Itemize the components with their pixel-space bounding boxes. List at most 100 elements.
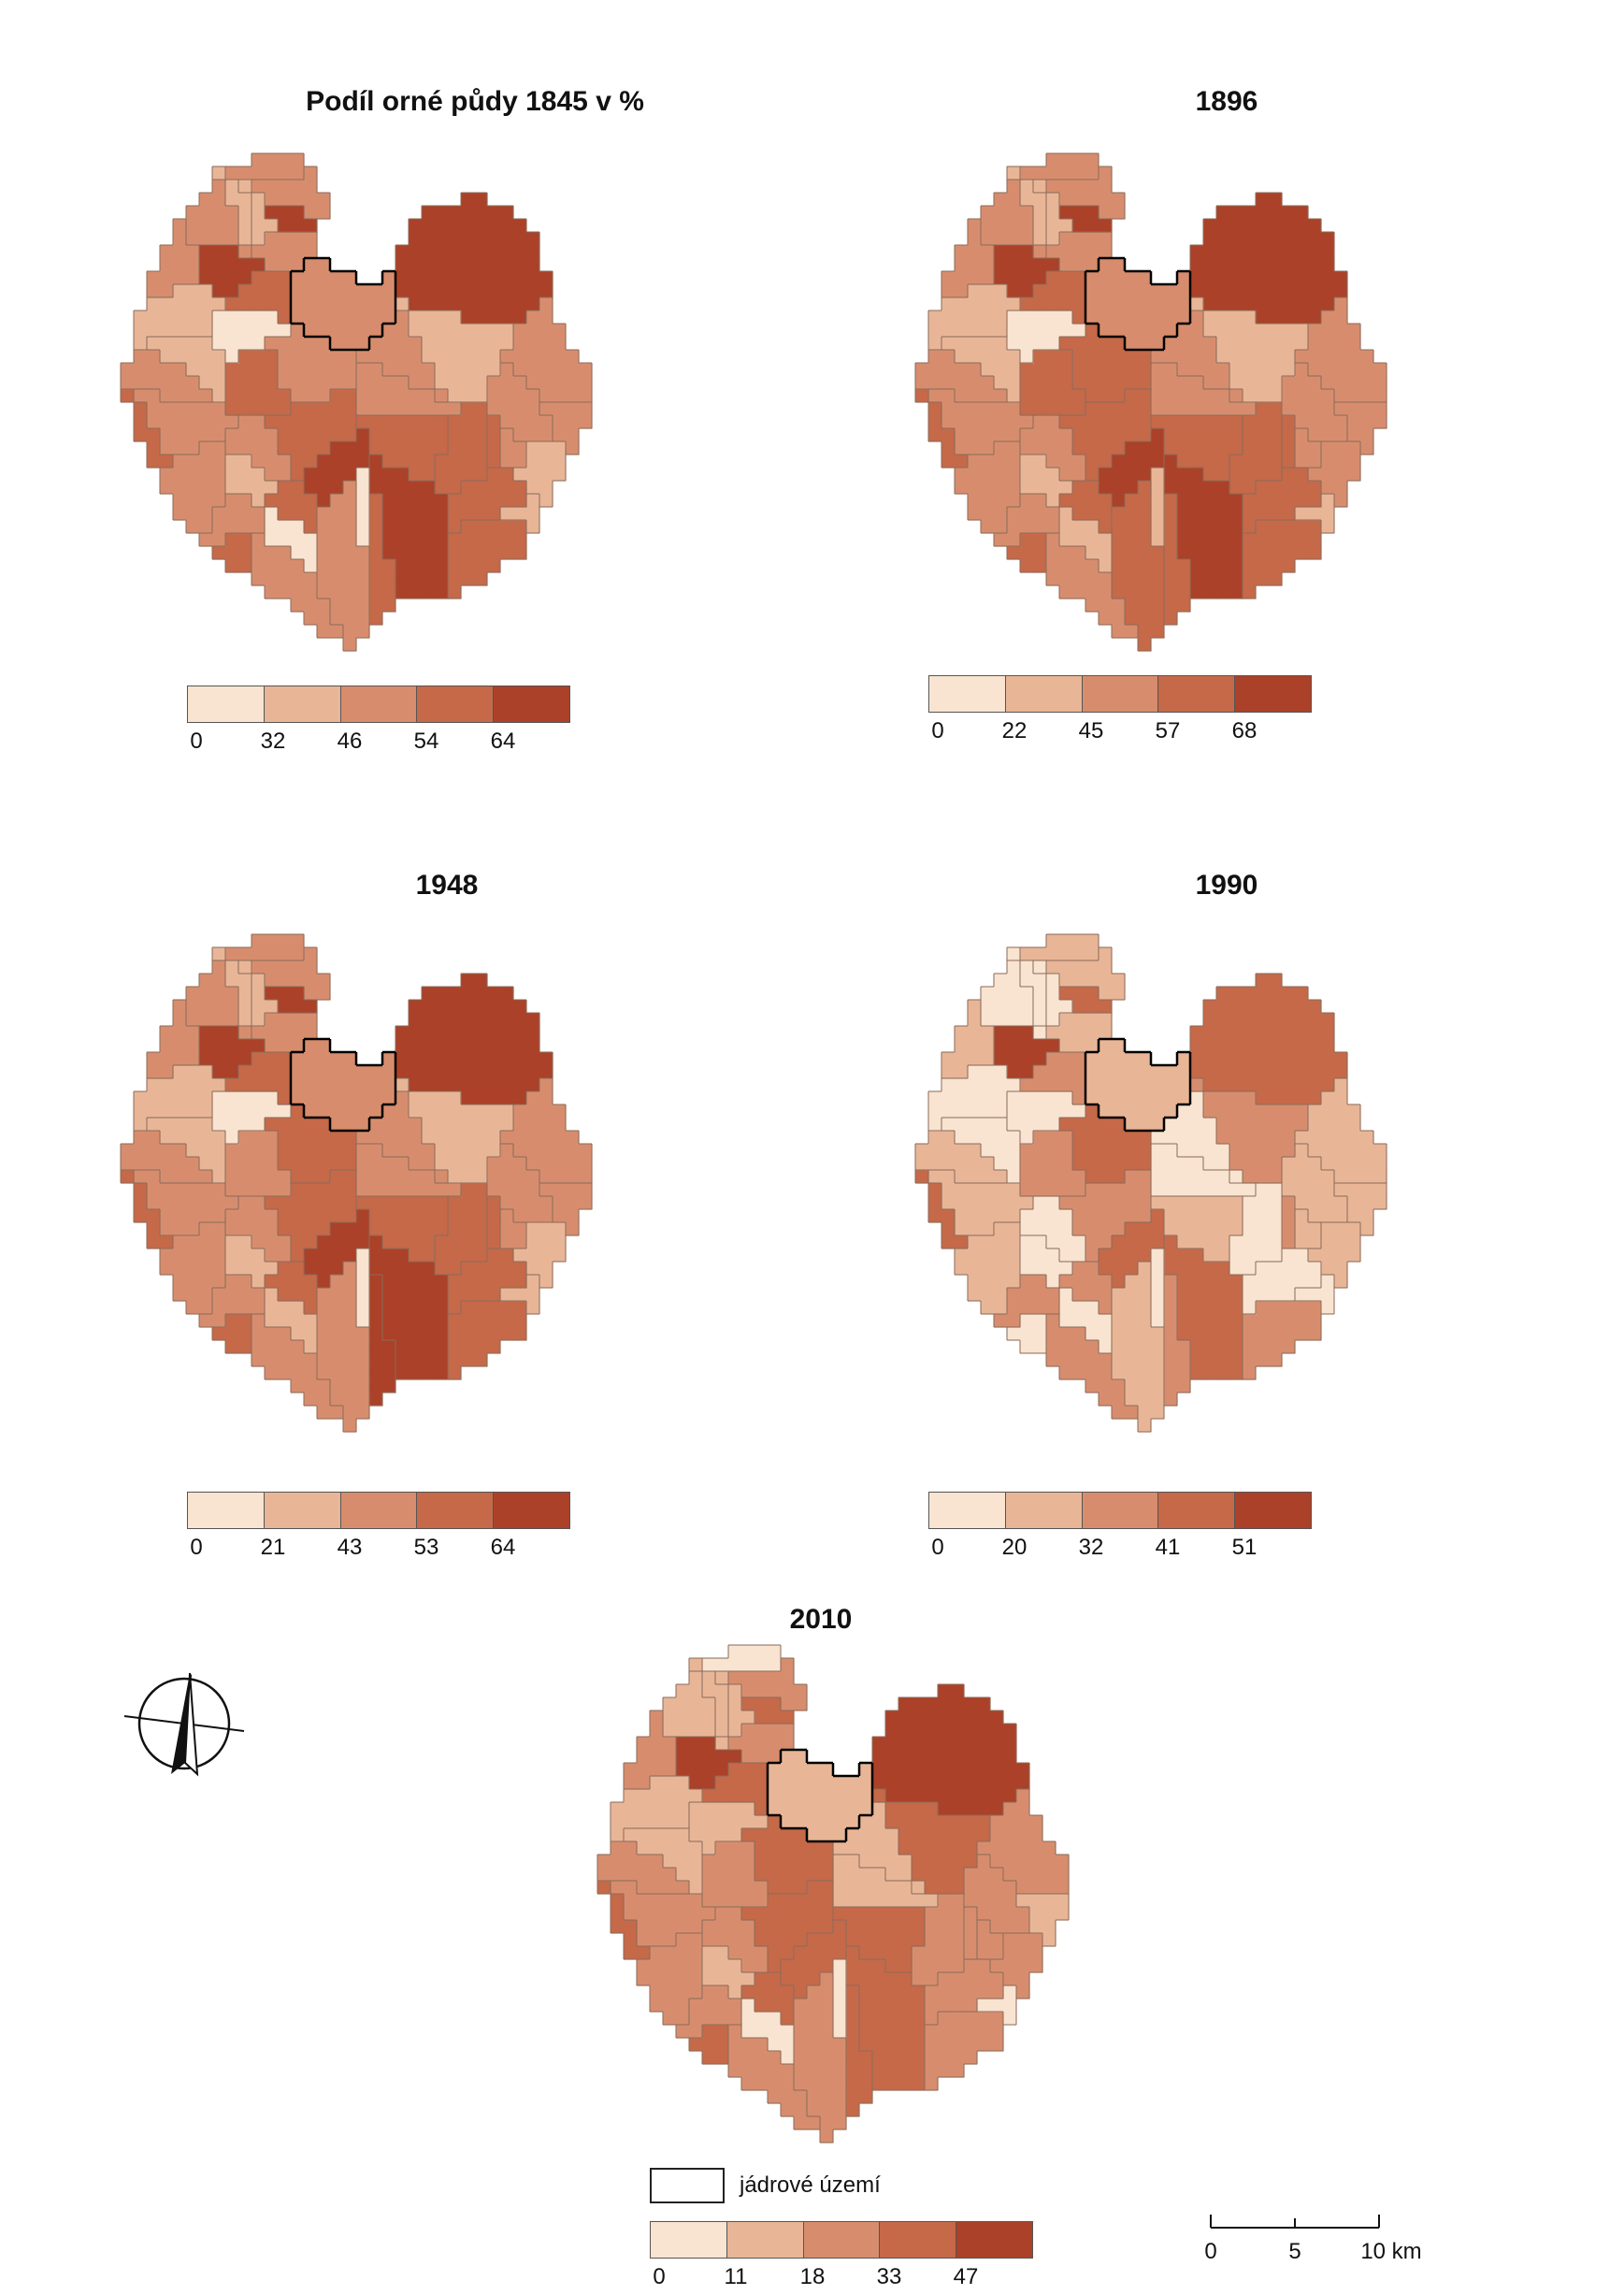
municipality-region: [1308, 1222, 1361, 1289]
municipality-region: [1295, 1275, 1335, 1315]
core-area-outline: [289, 256, 397, 352]
legend-tick-label: 0: [931, 718, 944, 743]
municipality-region: [225, 455, 279, 508]
municipality-region: [500, 1275, 540, 1315]
municipality-region: [1085, 1039, 1191, 1132]
legend-tick-label: 57: [1155, 718, 1181, 743]
legend-swatch: [188, 686, 265, 722]
municipality-region: [768, 1750, 873, 1842]
municipality-region: [448, 520, 527, 599]
municipality-region: [1059, 1170, 1152, 1263]
region-boundaries: [914, 933, 1387, 1433]
municipality-region: [317, 1262, 370, 1433]
legend-swatch: [340, 1493, 418, 1528]
municipality-region: [238, 180, 279, 246]
map-title-1990: 1990: [1195, 870, 1258, 901]
municipality-region: [1151, 415, 1243, 482]
municipality-region: [676, 1985, 742, 2039]
legend-tick-label: 0: [653, 2264, 666, 2289]
municipality-region: [728, 1658, 808, 1711]
municipality-region: [1295, 1078, 1387, 1184]
municipality-region: [265, 324, 357, 403]
municipality-region: [1059, 206, 1113, 233]
municipality-region: [676, 1737, 742, 1790]
municipality-region: [1059, 389, 1152, 482]
scale-label-5: 5: [1288, 2239, 1301, 2264]
municipality-region: [134, 284, 226, 351]
municipality-region: [941, 337, 1021, 403]
legend-tick-label: 0: [931, 1535, 944, 1560]
municipality-region: [395, 193, 553, 325]
municipality-region: [1151, 468, 1165, 547]
municipality-region: [1164, 494, 1191, 626]
legend-tick-label: 43: [337, 1535, 363, 1560]
legend-swatch: [1235, 676, 1311, 712]
legend-color-bar: [928, 1492, 1312, 1529]
legend-tick-label: 45: [1078, 718, 1104, 743]
municipality-region: [212, 947, 252, 1027]
municipality-region: [500, 428, 527, 469]
municipality-region: [500, 1209, 527, 1249]
legend-swatch: [1005, 1493, 1083, 1528]
municipality-region: [955, 441, 1021, 534]
municipality-region: [1295, 297, 1387, 403]
municipality-region: [994, 494, 1060, 547]
municipality-region: [304, 1209, 370, 1289]
municipality-region: [1020, 1235, 1073, 1289]
municipality-region: [977, 1789, 1070, 1895]
municipality-region: [1295, 1209, 1322, 1249]
legend-swatch: [1158, 1493, 1236, 1528]
municipality-region: [356, 1196, 449, 1263]
municipality-region: [915, 1170, 969, 1249]
legend-ticks: 0 21 43 53 64: [187, 1535, 570, 1563]
municipality-region: [741, 1972, 795, 2026]
municipality-region: [1020, 934, 1099, 961]
municipality-region: [1229, 1183, 1283, 1276]
municipality-region: [1046, 232, 1113, 272]
municipality-region: [134, 1065, 226, 1132]
municipality-region: [833, 1855, 939, 1908]
legend-2010: 0 11 18 33 47: [650, 2221, 1033, 2292]
region-boundaries: [120, 933, 593, 1433]
municipality-region: [741, 1815, 834, 1895]
municipality-region: [928, 284, 1021, 351]
municipality-region: [356, 1091, 449, 1184]
municipality-region: [1020, 1052, 1086, 1105]
municipality-region: [160, 1222, 226, 1315]
municipality-region: [1020, 415, 1086, 482]
municipality-region: [1007, 1314, 1047, 1354]
municipality-region: [1033, 180, 1073, 246]
municipality-region: [212, 1314, 252, 1354]
municipality-region: [356, 1144, 462, 1197]
municipality-region: [702, 1763, 769, 1816]
municipality-region: [702, 1841, 769, 1908]
municipality-region: [1282, 1144, 1348, 1223]
municipality-region: [925, 1959, 1004, 2026]
municipality-region: [304, 428, 370, 508]
municipality-region: [1151, 363, 1257, 416]
municipality-region: [147, 337, 226, 403]
map-1990: [914, 933, 1387, 1433]
municipality-region: [1099, 1209, 1165, 1289]
municipality-region: [794, 1972, 847, 2143]
legend-color-bar: [187, 1492, 570, 1529]
municipality-region: [728, 1724, 795, 1764]
region-boundaries: [596, 1644, 1070, 2143]
municipality-region: [597, 1841, 690, 1895]
municipality-region: [1295, 494, 1335, 534]
municipality-region: [637, 1933, 703, 2026]
legend-color-bar: [187, 686, 570, 723]
municipality-region: [702, 1946, 755, 1999]
municipality-region: [1020, 350, 1086, 416]
municipality-region: [435, 1183, 488, 1276]
legend-tick-label: 51: [1231, 1535, 1258, 1560]
municipality-region: [990, 1933, 1043, 1999]
legend-tick-label: 64: [490, 1535, 516, 1560]
municipality-region: [1334, 1183, 1387, 1236]
north-arrow-icon: [123, 1672, 245, 1777]
legend-swatch: [651, 2222, 727, 2258]
municipality-region: [872, 1684, 1030, 1816]
legend-ticks: 0 20 32 41 51: [928, 1535, 1312, 1563]
legend-tick-label: 32: [1078, 1535, 1104, 1560]
legend-swatch: [726, 2222, 804, 2258]
